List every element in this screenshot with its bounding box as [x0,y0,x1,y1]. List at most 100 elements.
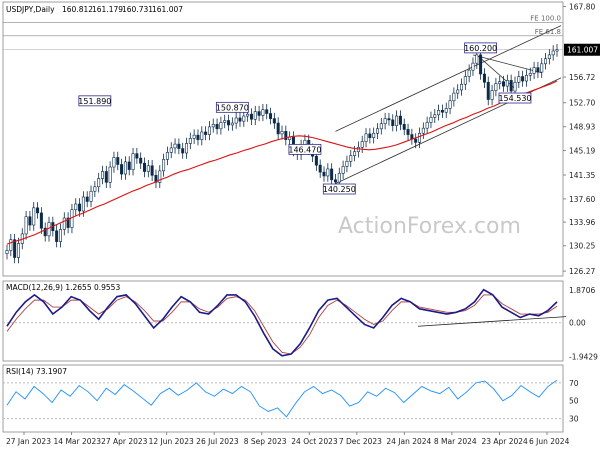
candle-body [97,178,101,188]
candle-body [391,119,395,126]
candle-body [505,80,509,87]
annotation-label: 150.870 [216,103,249,112]
candle-body [414,138,418,143]
rsi-tick-label: 50 [569,397,579,406]
candle-body [62,217,66,230]
x-tick-label: 26 Jul 2023 [196,437,239,446]
candle-body [66,217,70,228]
candle-body [475,54,479,64]
candle-body [47,222,51,237]
annotation-label: 160.200 [464,44,497,53]
ohlc-value: 161.007 [152,5,183,14]
candle-body [223,120,227,123]
price-tick-label: 167.80 [569,2,595,11]
candle-body [246,113,250,117]
candle-body [265,109,269,114]
candle-body [39,212,43,229]
candle-body [127,161,131,170]
candle-body [89,190,93,202]
candle-body [517,76,521,83]
candle-body [43,227,47,237]
ohlc-value: 161.179 [92,5,123,14]
candle-body [74,203,78,211]
candle-body [521,76,525,82]
price-tick-label: 133.96 [569,218,595,227]
candle-body [433,114,437,118]
moving-average-line [6,80,558,245]
candle-body [32,207,36,226]
macd-tick-label: 1.8706 [569,286,595,295]
trend-line-b [472,54,542,74]
annotation-label: 151.890 [78,97,111,106]
candle-body [456,89,460,94]
candle-body [9,239,13,251]
candle-body [120,164,124,175]
candle-body [150,165,154,176]
candle-body [162,159,166,172]
candle-body [24,216,28,235]
candle-body [261,109,265,116]
panel-frame-1 [2,280,564,362]
candle-body [108,166,112,183]
candle-body [219,122,223,130]
ohlc-value: 160.731 [122,5,153,14]
ohlc-value: 160.812 [62,5,93,14]
candle-body [452,92,456,102]
candle-body [368,133,372,139]
candle-body [372,132,376,139]
candle-body [387,118,391,121]
candle-body [353,151,357,156]
candle-body [437,110,441,116]
candle-body [85,196,89,202]
candle-body [215,124,219,130]
candle-body [269,113,273,119]
price-title: USDJPY,Daily [6,5,55,14]
x-tick-label: 14 Mar 2023 [54,437,102,446]
candle-body [188,138,192,144]
candle-body [330,168,334,181]
candle-body [513,81,517,92]
candle-body [425,122,429,129]
x-tick-label: 8 Mar 2024 [434,437,477,446]
candle-body [333,179,337,183]
candle-body [467,69,471,77]
x-tick-label: 6 Jun 2024 [529,437,570,446]
candle-body [112,157,116,168]
macd-title: MACD(12,26,9) 1.2655 0.9553 [6,283,120,292]
candle-body [345,161,349,167]
candle-body [318,164,322,173]
price-tick-label: 126.27 [569,267,595,276]
candle-body [502,81,506,87]
candle-body [448,100,452,109]
candle-body [55,230,59,242]
annotation-box [78,95,112,107]
candle-body [280,131,284,135]
candle-body [555,49,559,52]
candle-body [410,134,414,140]
candle-body [498,81,502,84]
candle-body [146,165,150,172]
annotation-box [464,42,498,54]
panel-frame-2 [2,364,564,433]
x-tick-label: 23 Apr 2024 [481,437,528,446]
candle-body [139,157,143,164]
candle-body [28,216,32,226]
candle-body [463,76,467,85]
candle-body [177,143,181,149]
candle-body [185,143,189,154]
candle-body [406,129,410,135]
macd-line [6,288,558,357]
candle-body [375,128,379,134]
price-tick-label: 137.60 [569,195,595,204]
candle-body [123,161,127,175]
price-tick-label: 145.19 [569,147,595,156]
x-tick-label: 12 Jun 2023 [149,437,194,446]
candle-body [5,250,9,254]
candle-body [536,67,540,73]
candle-body [486,81,490,100]
candle-body [364,133,368,142]
candle-body [284,131,288,140]
candle-body [192,134,196,139]
x-tick-label: 8 Sep 2023 [244,437,287,446]
